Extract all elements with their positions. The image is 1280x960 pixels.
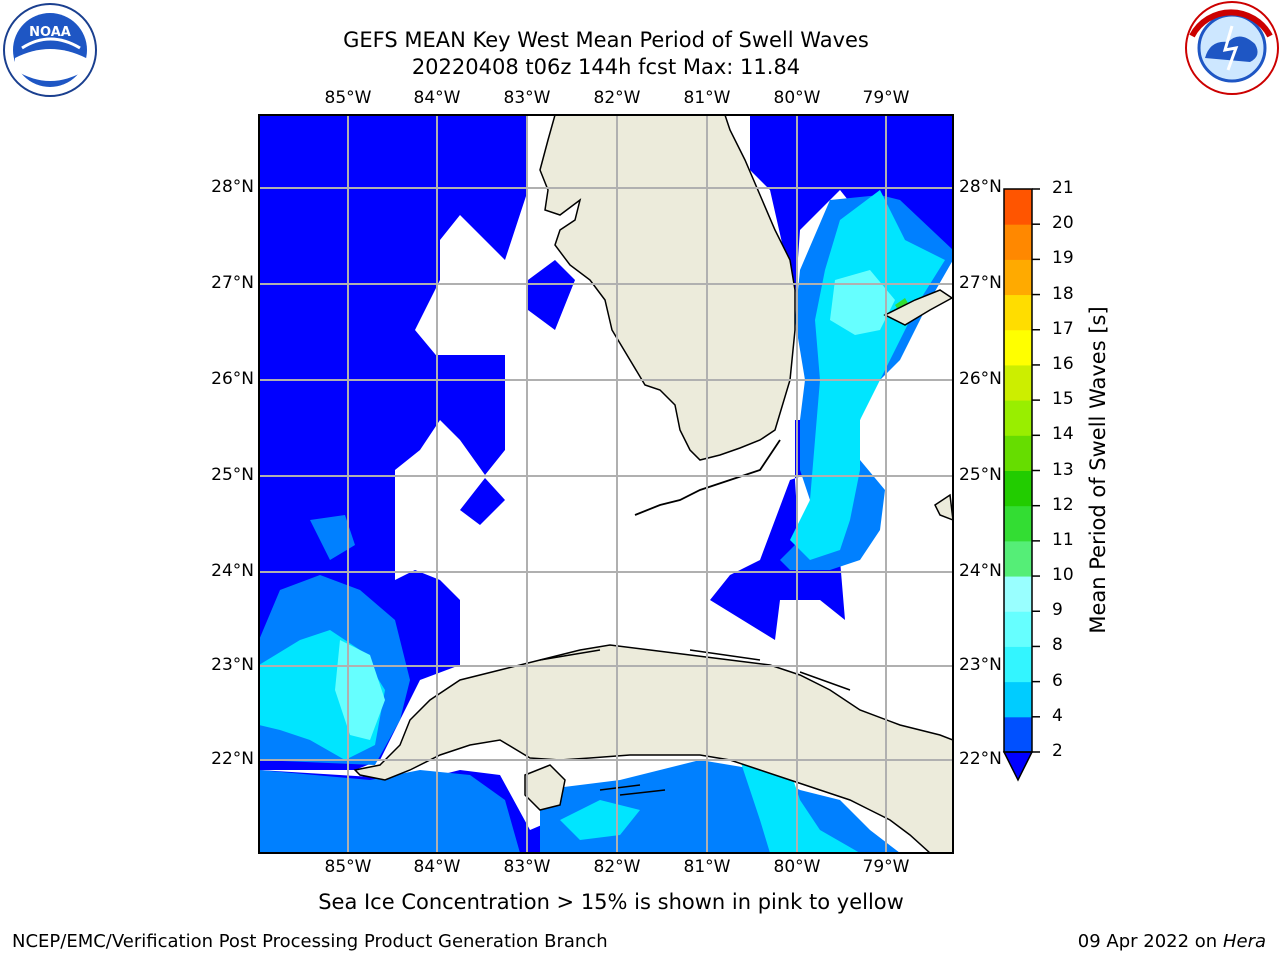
florida-landmass: [528, 115, 796, 461]
colorbar-segment: [1004, 470, 1032, 507]
colorbar-segment: [1004, 294, 1032, 331]
lon-label: 79°W: [862, 88, 910, 108]
swell-region: [830, 270, 895, 335]
graticule: [259, 115, 953, 853]
lon-label: 81°W: [683, 88, 731, 108]
lat-label: 22°N: [959, 749, 1002, 769]
colorbar-segment: [1004, 716, 1032, 753]
colorbar-segment: [1004, 224, 1032, 260]
colorbar-tick-label: 6: [1052, 670, 1063, 691]
lat-label: 23°N: [959, 655, 1002, 675]
footer-date: 09 Apr 2022 on: [1077, 931, 1223, 952]
swell-region: [310, 515, 355, 560]
swell-region: [460, 478, 505, 525]
lat-label: 23°N: [211, 655, 254, 675]
lon-label: 82°W: [593, 88, 641, 108]
footer-host: Hera: [1222, 931, 1266, 952]
swell-region: [740, 760, 860, 853]
colorbar-tick-label: 16: [1052, 353, 1074, 374]
map-subtitle: 20220408 t06z 144h fcst Max: 11.84: [411, 55, 801, 79]
svg-text:NOAA: NOAA: [29, 25, 71, 40]
colorbar: [1004, 188, 1040, 753]
lon-label: 82°W: [593, 857, 641, 877]
colorbar-segment: [1004, 329, 1032, 366]
swell-region: [790, 190, 945, 560]
colorbar-tick-label: 19: [1052, 248, 1074, 269]
florida-keys: [634, 439, 781, 516]
colorbar-segment: [1004, 681, 1032, 718]
footer-left: NCEP/EMC/Verification Post Processing Pr…: [12, 931, 608, 952]
colorbar-segment: [1004, 259, 1032, 296]
lat-label: 24°N: [211, 561, 254, 581]
colorbar-tick-label: 14: [1052, 424, 1074, 445]
lat-label: 28°N: [211, 177, 254, 197]
lon-label: 85°W: [324, 88, 372, 108]
colorbar-segment: [1004, 364, 1032, 401]
lon-label: 84°W: [413, 88, 461, 108]
swell-region: [560, 800, 640, 840]
map-title: GEFS MEAN Key West Mean Period of Swell …: [343, 28, 869, 52]
colorbar-segment: [1004, 576, 1032, 612]
lon-label: 85°W: [324, 857, 372, 877]
colorbar-tick-label: 2: [1052, 741, 1063, 761]
colorbar-segment: [1004, 611, 1032, 647]
lat-label: 27°N: [211, 273, 254, 293]
colorbar-segment: [1004, 400, 1032, 436]
nws-logo: [1185, 1, 1279, 95]
colorbar-tick-label: 10: [1052, 565, 1074, 586]
colorbar-tick-label: 11: [1052, 529, 1074, 550]
cuba-cays: [539, 649, 851, 796]
map-frame: [258, 114, 954, 854]
colorbar-segment: [1004, 646, 1032, 683]
colorbar-tick-label: 15: [1052, 389, 1074, 410]
swell-region: [259, 770, 520, 853]
lat-label: 25°N: [211, 465, 254, 485]
swell-region: [710, 420, 845, 640]
lon-label: 83°W: [503, 88, 551, 108]
colorbar-tick-label: 4: [1052, 705, 1063, 726]
lon-label: 83°W: [503, 857, 551, 877]
lat-label: 27°N: [959, 273, 1002, 293]
colorbar-title: Mean Period of Swell Waves [s]: [1086, 306, 1110, 634]
colorbar-segment: [1004, 189, 1032, 225]
colorbar-frame: [1003, 188, 1033, 753]
map-area: [259, 115, 953, 853]
caption: Sea Ice Concentration > 15% is shown in …: [318, 890, 904, 914]
lon-label: 81°W: [683, 857, 731, 877]
lon-label: 80°W: [773, 857, 821, 877]
footer-right: 09 Apr 2022 on Hera: [1078, 931, 1266, 952]
lat-label: 22°N: [211, 749, 254, 769]
colorbar-segment: [1004, 435, 1032, 471]
swell-region: [750, 115, 953, 300]
colorbar-tick-label: 13: [1052, 459, 1074, 480]
colorbar-tick-label: 12: [1052, 494, 1074, 515]
lat-label: 26°N: [959, 369, 1002, 389]
noaa-logo: NOAA: [3, 3, 97, 97]
colorbar-tick-label: 21: [1052, 178, 1074, 198]
lon-label: 84°W: [413, 857, 461, 877]
lat-label: 25°N: [959, 465, 1002, 485]
colorbar-tick-label: 8: [1052, 635, 1063, 656]
colorbar-segment: [1004, 540, 1032, 577]
swell-region: [528, 260, 575, 330]
colorbar-tick-label: 18: [1052, 283, 1074, 304]
colorbar-tick-label: 17: [1052, 318, 1074, 339]
colorbar-tick-label: 20: [1052, 213, 1074, 234]
andros: [934, 493, 953, 521]
colorbar-segment: [1004, 505, 1032, 542]
lat-label: 26°N: [211, 369, 254, 389]
lat-label: 28°N: [959, 177, 1002, 197]
colorbar-tick-label: 9: [1052, 600, 1063, 621]
lon-label: 79°W: [862, 857, 910, 877]
lon-label: 80°W: [773, 88, 821, 108]
lat-label: 24°N: [959, 561, 1002, 581]
isla-de-la-juventud: [524, 764, 566, 811]
